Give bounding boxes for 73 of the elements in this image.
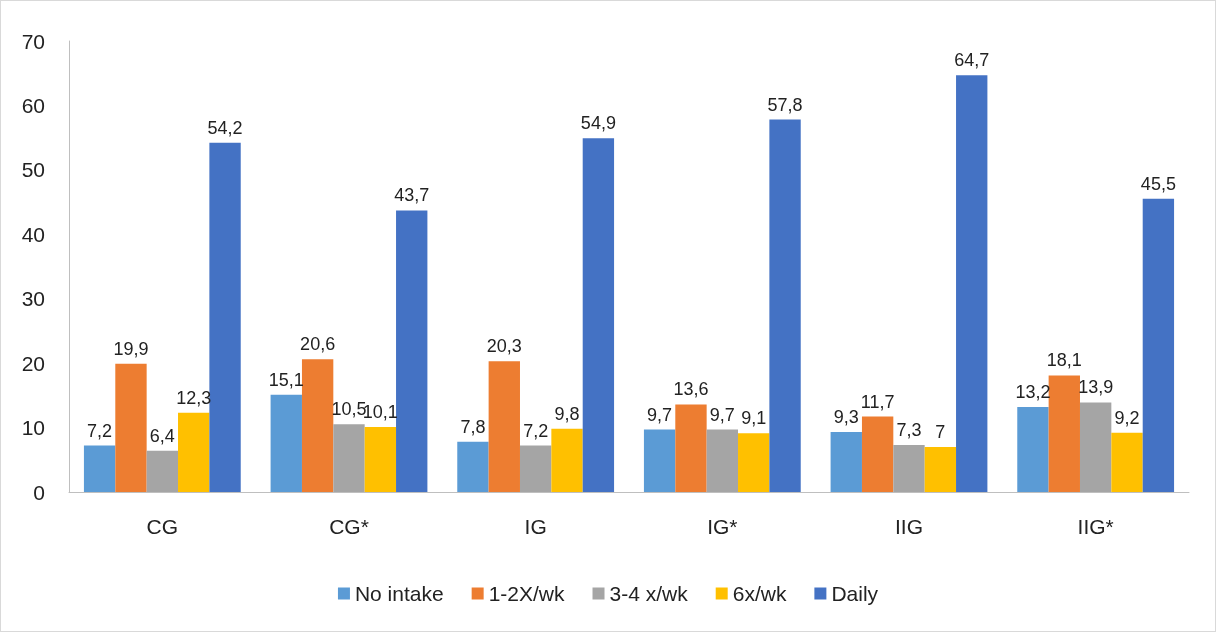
bar — [301, 359, 334, 492]
bar — [643, 429, 676, 492]
data-label: 9,8 — [554, 403, 580, 424]
data-label: 54,2 — [207, 117, 243, 138]
data-label: 7 — [935, 421, 946, 442]
y-tick-label: 50 — [21, 158, 45, 182]
bar — [83, 445, 116, 492]
bar — [364, 426, 397, 492]
bar — [861, 416, 894, 492]
x-tick-label: IIG — [894, 515, 924, 538]
bar — [178, 412, 210, 492]
bar — [706, 429, 739, 492]
bar — [115, 363, 147, 492]
data-label: 18,1 — [1046, 350, 1082, 371]
bar — [551, 428, 583, 492]
data-label: 54,9 — [580, 113, 616, 134]
data-label: 7,2 — [87, 420, 113, 441]
y-tick-label: 70 — [21, 29, 45, 53]
data-label: 9,2 — [1114, 407, 1140, 428]
bar — [146, 450, 179, 492]
legend-label: 3-4 x/wk — [609, 582, 689, 605]
data-label: 20,3 — [486, 336, 522, 357]
legend-label: No intake — [354, 582, 444, 605]
data-label: 19,9 — [113, 338, 149, 359]
bar — [270, 394, 302, 492]
y-tick-label: 10 — [21, 416, 45, 440]
legend-label: 1-2X/wk — [488, 582, 566, 605]
x-tick-label: IG* — [707, 515, 738, 538]
x-tick-label: IIG* — [1077, 515, 1114, 538]
data-label: 6,4 — [149, 425, 175, 446]
bar — [582, 138, 615, 492]
bar — [333, 424, 365, 492]
data-label: 7,3 — [896, 419, 922, 440]
x-tick-label: IG — [524, 515, 547, 538]
bar — [769, 119, 801, 492]
bar — [830, 432, 862, 492]
bar — [675, 404, 707, 492]
data-label: 11,7 — [860, 391, 895, 412]
data-label: 9,7 — [709, 404, 735, 425]
data-label: 9,7 — [647, 404, 673, 425]
y-tick-label: 30 — [21, 287, 45, 311]
data-label: 9,1 — [741, 408, 767, 429]
x-tick-label: CG* — [329, 515, 369, 538]
y-tick-label: 20 — [21, 351, 45, 375]
bar — [457, 441, 489, 492]
bar — [924, 446, 957, 492]
legend-label: 6x/wk — [732, 582, 787, 605]
bar — [1079, 402, 1112, 492]
legend-label: Daily — [831, 582, 879, 605]
data-label: 7,8 — [460, 416, 486, 437]
data-label: 9,3 — [833, 407, 859, 428]
data-label: 64,7 — [954, 50, 990, 71]
bar — [1142, 198, 1175, 492]
data-label: 57,8 — [767, 94, 803, 115]
bar — [396, 210, 428, 492]
data-label: 45,5 — [1140, 173, 1176, 194]
y-tick-label: 0 — [33, 480, 45, 504]
data-label: 13,6 — [673, 379, 709, 400]
bar — [209, 142, 241, 492]
bar — [1048, 375, 1080, 492]
data-label: 7,2 — [523, 420, 549, 441]
bar — [488, 361, 520, 492]
x-tick-label: CG — [146, 515, 179, 538]
y-tick-label: 40 — [21, 222, 45, 246]
bar — [893, 444, 925, 492]
bar — [1017, 406, 1049, 492]
bar — [956, 75, 988, 492]
y-tick-label: 60 — [21, 93, 45, 117]
bar — [519, 445, 552, 492]
data-label: 43,7 — [394, 185, 430, 206]
bar — [738, 433, 770, 492]
data-label: 20,6 — [300, 334, 336, 355]
bar — [1111, 432, 1143, 492]
